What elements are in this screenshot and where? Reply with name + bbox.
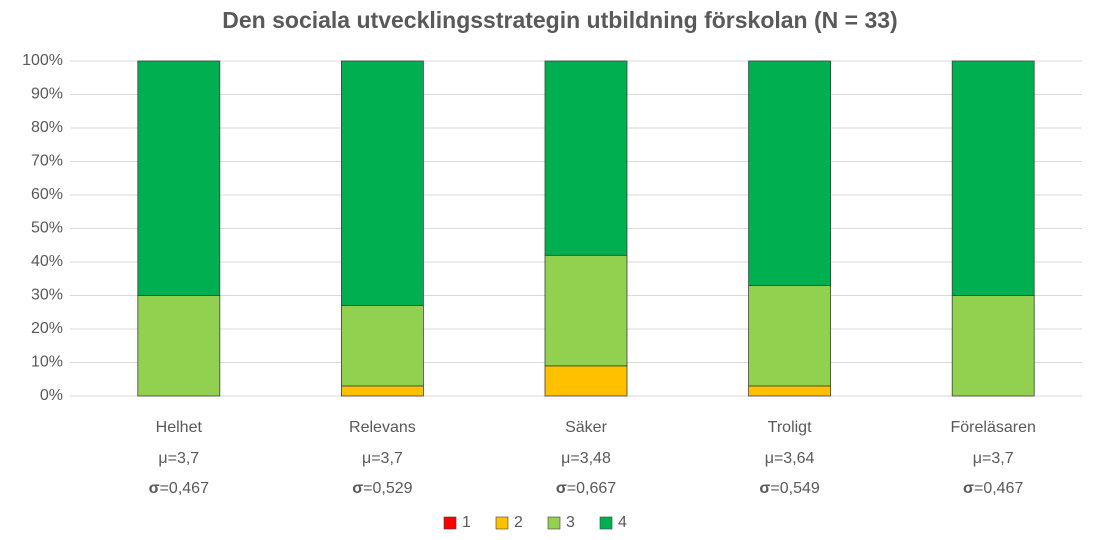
sigma-symbol: σ: [556, 480, 567, 497]
sd-value: =0,549: [770, 480, 819, 497]
bar-segment: [340, 305, 424, 387]
x-tick-label: Relevans: [349, 419, 416, 436]
sd-value: =0,529: [363, 480, 412, 497]
sigma-symbol: σ: [352, 480, 363, 497]
bar-segment: [137, 60, 221, 296]
sigma-symbol: σ: [759, 480, 770, 497]
bar-segment: [544, 60, 628, 256]
category-mean: μ=3,64: [765, 450, 815, 467]
bar-segment: [137, 295, 221, 397]
legend-label: 4: [618, 514, 627, 531]
category-mean: μ=3,7: [973, 450, 1014, 467]
x-tick-label: Säker: [565, 419, 607, 436]
bar-segment: [748, 60, 831, 286]
y-tick-label: 90%: [31, 86, 63, 103]
bar-segment: [748, 285, 831, 387]
chart-title: Den sociala utvecklingsstrategin utbildn…: [222, 7, 897, 33]
x-tick-label: Föreläsaren: [951, 419, 1036, 436]
category-mean: μ=3,48: [561, 450, 611, 467]
category-sd: σ=0,467: [963, 480, 1023, 497]
y-tick-label: 80%: [31, 119, 63, 136]
bar-segment: [544, 365, 628, 397]
bar-segment: [951, 60, 1035, 296]
legend-swatch: [443, 516, 457, 530]
y-tick-label: 10%: [31, 354, 63, 371]
category-sd: σ=0,529: [352, 480, 412, 497]
y-tick-label: 0%: [40, 387, 63, 404]
y-tick-label: 100%: [22, 52, 63, 69]
sd-value: =0,467: [160, 480, 209, 497]
category-mean: μ=3,7: [158, 450, 199, 467]
legend-swatch: [547, 516, 561, 530]
legend-swatch: [599, 516, 613, 530]
category-sd: σ=0,549: [759, 480, 819, 497]
sigma-symbol: σ: [149, 480, 160, 497]
legend-label: 2: [514, 514, 523, 531]
x-tick-label: Helhet: [156, 419, 203, 436]
y-tick-label: 30%: [31, 287, 63, 304]
y-tick-label: 40%: [31, 253, 63, 270]
y-tick-label: 20%: [31, 320, 63, 337]
sd-value: =0,467: [974, 480, 1023, 497]
y-tick-label: 60%: [31, 186, 63, 203]
bar-segment: [748, 385, 831, 397]
category-sd: σ=0,467: [149, 480, 209, 497]
bar-segment: [340, 60, 424, 306]
x-tick-label: Troligt: [768, 419, 812, 436]
legend-label: 1: [462, 514, 471, 531]
y-tick-label: 50%: [31, 220, 63, 237]
bar-segment: [340, 385, 424, 397]
category-mean: μ=3,7: [362, 450, 403, 467]
sigma-symbol: σ: [963, 480, 974, 497]
bar-segment: [544, 254, 628, 367]
category-sd: σ=0,667: [556, 480, 616, 497]
bar-segment: [951, 295, 1035, 397]
y-tick-label: 70%: [31, 153, 63, 170]
legend-label: 3: [566, 514, 575, 531]
legend-swatch: [495, 516, 509, 530]
sd-value: =0,667: [567, 480, 616, 497]
